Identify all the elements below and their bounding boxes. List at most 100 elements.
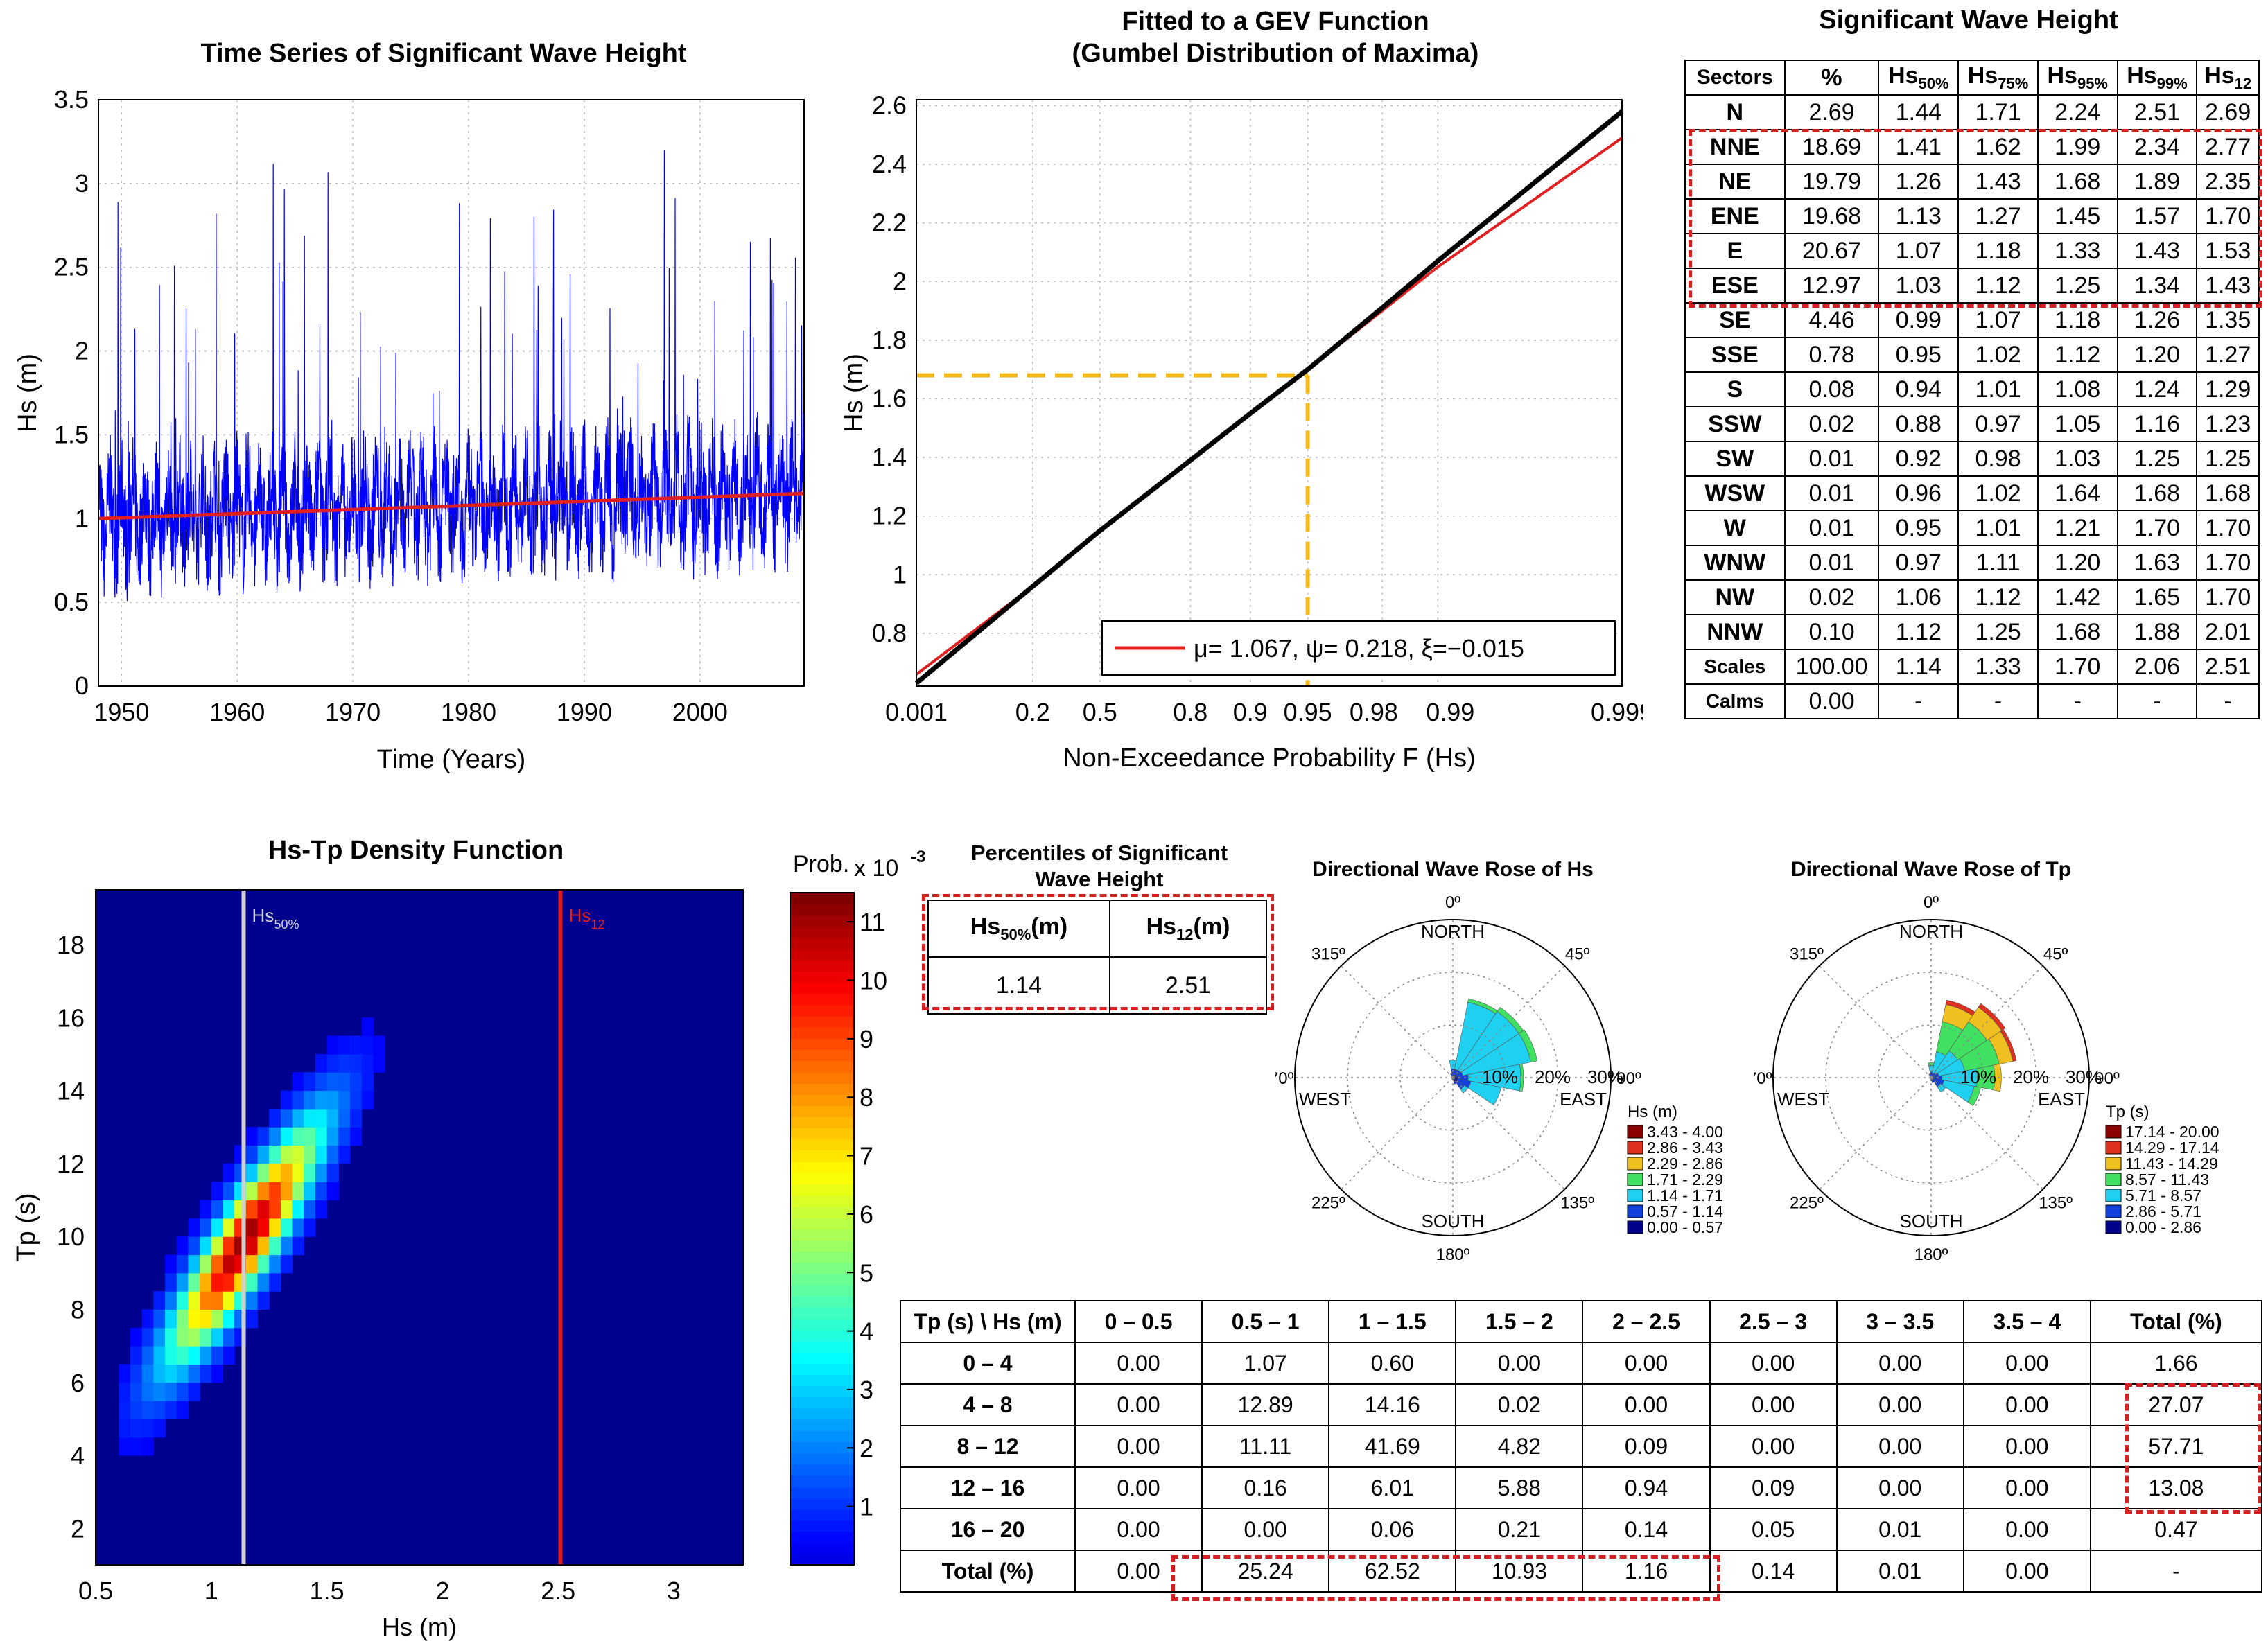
density-cell — [188, 1272, 200, 1292]
sector-row: ESE 12.97 1.03 1.12 1.25 1.34 1.43 — [1684, 268, 2260, 304]
gev-ytick-label: 2.6 — [872, 91, 907, 119]
joint-header-4: 1.5 – 2 — [1455, 1300, 1584, 1343]
density-cell — [188, 1254, 200, 1274]
joint-value-cell: 6.01 — [1328, 1466, 1457, 1509]
density-cell — [304, 1218, 316, 1237]
rose-hs-ring — [1347, 972, 1559, 1184]
density-cell — [280, 1090, 293, 1110]
density-cell — [292, 1090, 304, 1110]
rose-tp-legend-swatch — [2105, 1189, 2122, 1202]
density-cell — [176, 1346, 189, 1365]
joint-value-cell: 11.11 — [1201, 1425, 1330, 1468]
colorbar-segment — [790, 1396, 854, 1409]
rose-tp-spoke — [1819, 965, 1932, 1078]
density-cell — [223, 1163, 235, 1182]
colorbar-segment — [790, 1139, 854, 1151]
ts-ytick-label: 3 — [75, 169, 89, 198]
colorbar-segment — [790, 904, 854, 916]
gev-title-line2: (Gumbel Distribution of Maxima) — [1072, 39, 1479, 68]
density-cell — [141, 1327, 154, 1347]
density-cell — [315, 1163, 328, 1182]
density-cell — [165, 1364, 177, 1383]
joint-value-cell: 4.82 — [1455, 1425, 1584, 1468]
sector-value-cell: 1.05 — [2036, 406, 2118, 442]
density-hs50-sub: 50% — [274, 918, 299, 931]
sector-value-cell: 1.27 — [1957, 198, 2039, 234]
rose-tp-angle-label: 225º — [1790, 1194, 1824, 1213]
rose-tp-legend-swatch — [2105, 1173, 2122, 1186]
colorbar-segment — [790, 1082, 854, 1095]
sector-value-cell: 2.77 — [2196, 129, 2260, 165]
sector-value-cell: 1.20 — [2116, 337, 2198, 373]
density-cell — [245, 1218, 259, 1237]
rose-tp-angle-label: 45º — [2043, 945, 2068, 963]
joint-row: 0 – 4 0.00 1.07 0.60 0.00 0.00 0.00 0.00 0.00 1.6… — [900, 1342, 2263, 1385]
joint-row: Total (%) 0.00 25.24 62.52 10.93 1.16 0.14 0.01… — [900, 1550, 2263, 1593]
colorbar-segment — [790, 1049, 854, 1062]
joint-value-cell: 0.05 — [1709, 1508, 1838, 1551]
percentiles-title: Percentiles of Significant Wave Height — [926, 840, 1273, 893]
joint-value-cell: 25.24 — [1201, 1550, 1330, 1593]
joint-value-cell: 0.00 — [1962, 1550, 2091, 1593]
rose-tp-angle-label: 180º — [1914, 1245, 1948, 1261]
sector-name-cell: E — [1684, 233, 1786, 269]
sector-row: SE 4.46 0.99 1.07 1.18 1.26 1.35 — [1684, 302, 2260, 338]
sector-value-cell: 1.24 — [2116, 371, 2198, 407]
joint-value-cell: 0.00 — [1962, 1466, 2091, 1509]
joint-value-cell: 0.01 — [1835, 1508, 1964, 1551]
colorbar-segment — [790, 1284, 854, 1297]
gev-xtick-label: 0.999 — [1591, 698, 1643, 726]
colorbar-tick-label: 2 — [860, 1434, 873, 1462]
density-cell — [361, 1090, 374, 1110]
rose-hs-legend-swatch — [1627, 1125, 1643, 1139]
sector-value-cell: 1.70 — [2036, 649, 2118, 685]
joint-value-cell: 0.00 — [1582, 1342, 1711, 1385]
rose-hs-legend-swatch — [1627, 1189, 1643, 1202]
rose-tp-angle-label: 90º — [2095, 1069, 2120, 1088]
density-cell — [338, 1035, 351, 1055]
sector-value-cell: 1.25 — [1957, 614, 2039, 650]
density-cell — [315, 1145, 328, 1164]
density-cell — [165, 1401, 177, 1419]
density-cell — [176, 1291, 189, 1310]
sector-name-cell: WNW — [1684, 545, 1786, 581]
density-cell — [176, 1236, 189, 1256]
colorbar-segment — [790, 1273, 854, 1286]
ts-xtick-label: 2000 — [672, 698, 728, 726]
density-cell — [269, 1182, 281, 1201]
rose-hs-ring-label: 30% — [1587, 1067, 1623, 1087]
rose-tp-ring — [1878, 1024, 1984, 1131]
density-cell — [188, 1364, 200, 1383]
colorbar-segment — [790, 1296, 854, 1308]
gev-xtick-label: 0.99 — [1426, 698, 1474, 726]
density-xtick-label: 3 — [667, 1577, 681, 1605]
density-cell — [269, 1127, 281, 1146]
rose-tp-angle-label: 315º — [1790, 945, 1824, 963]
sector-value-cell: 0.96 — [1878, 475, 1960, 511]
density-cell — [200, 1327, 212, 1347]
density-cell — [257, 1145, 270, 1164]
sector-value-cell: 0.88 — [1878, 406, 1960, 442]
density-cell — [326, 1090, 339, 1110]
colorbar-segment — [790, 1374, 854, 1387]
density-cell — [165, 1291, 177, 1310]
sector-value-cell: 1.02 — [1957, 337, 2039, 373]
colorbar-segment — [790, 1173, 854, 1185]
rose-hs-petal — [1467, 1080, 1501, 1105]
rose-tp-petal — [1967, 1086, 1981, 1106]
colorbar-segment — [790, 1162, 854, 1173]
sector-value-cell: 1.16 — [2116, 406, 2198, 442]
colorbar-segment — [790, 1318, 854, 1331]
sector-value-cell: - — [2116, 683, 2198, 719]
joint-header-7: 3 – 3.5 — [1835, 1300, 1964, 1343]
density-cell — [211, 1327, 224, 1347]
sector-value-cell: 1.89 — [2116, 164, 2198, 200]
gev-ytick-label: 2 — [893, 267, 907, 295]
sector-value-cell: 1.35 — [2196, 302, 2260, 338]
density-cell — [223, 1218, 235, 1237]
rose-tp-ring-label: 10% — [1960, 1067, 1996, 1087]
density-title: Hs-Tp Density Function — [268, 836, 564, 865]
density-cell — [223, 1182, 235, 1201]
colorbar-segment — [790, 971, 854, 983]
density-cell — [304, 1072, 316, 1092]
